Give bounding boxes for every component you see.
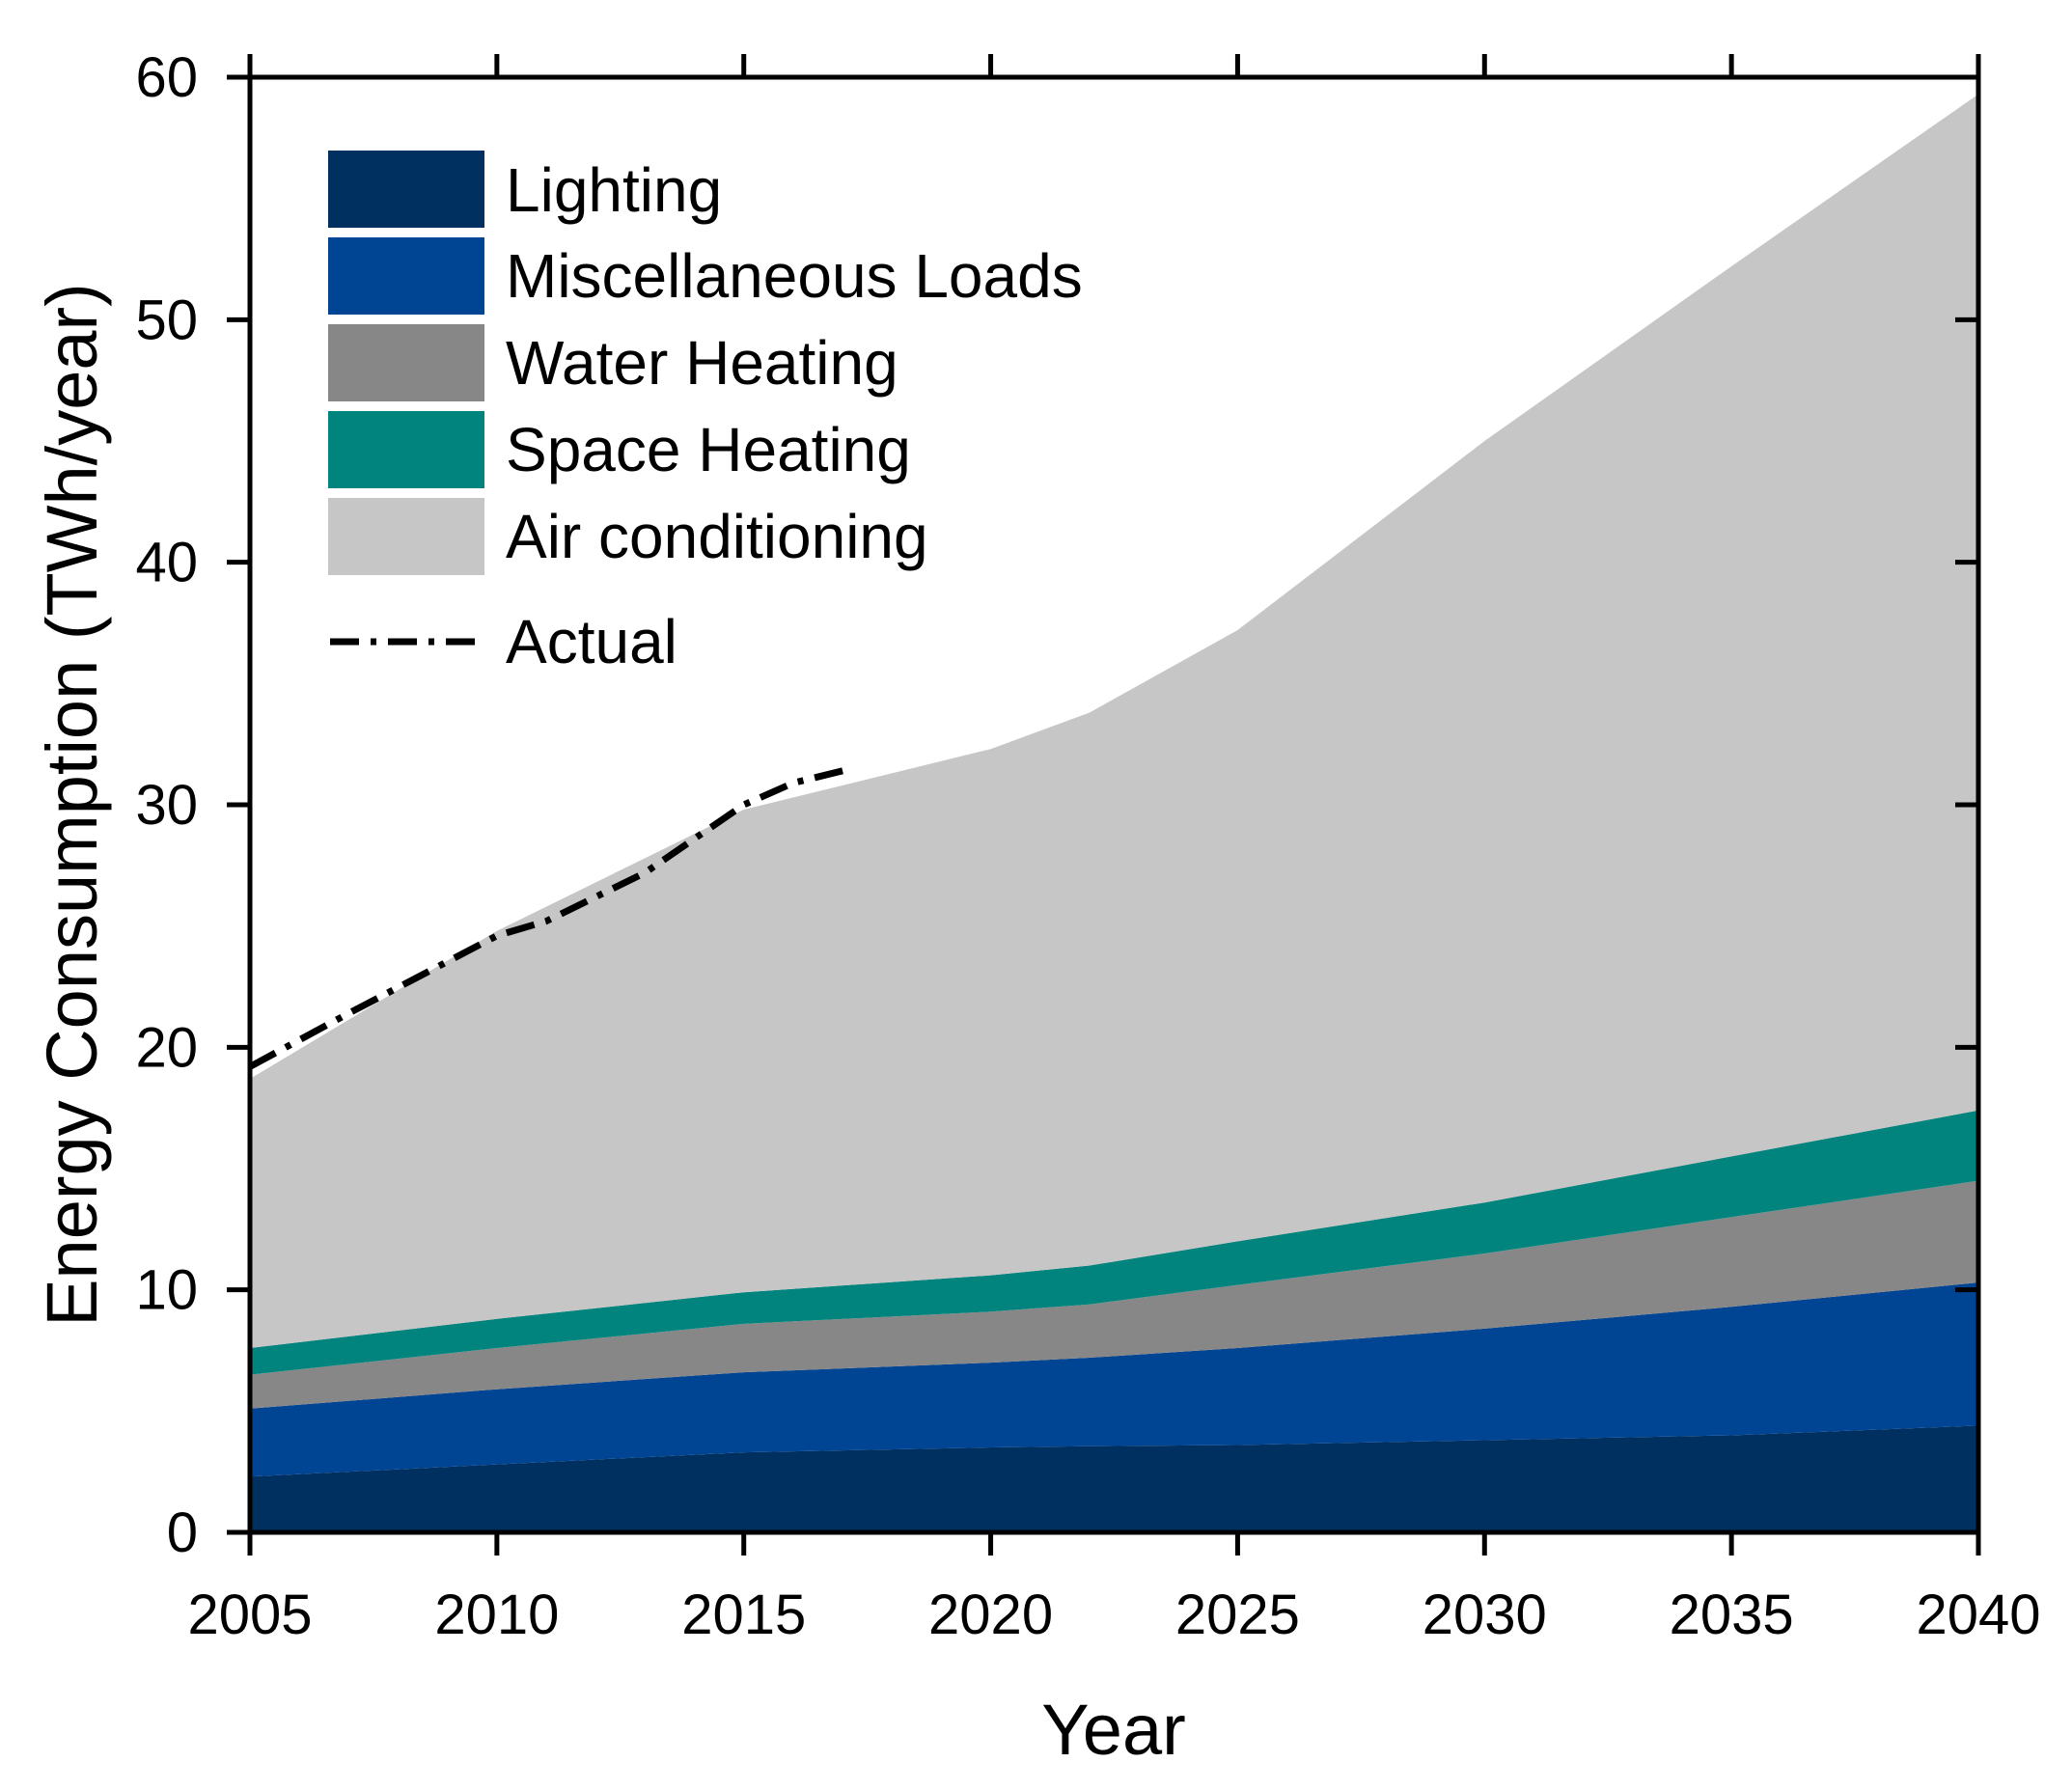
- x-tick-labels: 2005 2010 2015 2020 2025 2030 2035 2040: [187, 1583, 2040, 1646]
- axis-ticks: [227, 54, 1981, 1556]
- legend-label-water-heating: Water Heating: [506, 328, 898, 398]
- legend-swatch-air-conditioning: [328, 498, 484, 575]
- x-axis-title: Year: [1041, 1690, 1186, 1770]
- actual-line: [248, 767, 843, 1070]
- legend-label-space-heating: Space Heating: [506, 415, 911, 484]
- legend-label-miscellaneous-loads: Miscellaneous Loads: [506, 241, 1083, 311]
- x-tick-label-2025: 2025: [1175, 1583, 1300, 1646]
- legend-swatch-space-heating: [328, 411, 484, 488]
- x-tick-label-2030: 2030: [1423, 1583, 1547, 1646]
- x-tick-label-2015: 2015: [681, 1583, 806, 1646]
- y-tick-label-30: 30: [135, 774, 198, 837]
- y-tick-label-50: 50: [135, 289, 198, 351]
- area-water-heating: [250, 1180, 1978, 1409]
- y-tick-label-20: 20: [135, 1016, 198, 1079]
- x-tick-label-2020: 2020: [928, 1583, 1053, 1646]
- x-tick-label-2005: 2005: [187, 1583, 312, 1646]
- y-tick-label-40: 40: [135, 532, 198, 594]
- legend-label-lighting: Lighting: [506, 155, 722, 225]
- x-tick-label-2040: 2040: [1916, 1583, 2040, 1646]
- legend-swatch-miscellaneous-loads: [328, 237, 484, 315]
- area-miscellaneous-loads: [250, 1282, 1978, 1477]
- actual-series-layer: [248, 767, 843, 1070]
- legend-label-air-conditioning: Air conditioning: [506, 502, 928, 571]
- legend-label-actual: Actual: [506, 607, 677, 676]
- x-tick-label-2035: 2035: [1670, 1583, 1794, 1646]
- area-air-conditioning: [250, 94, 1978, 1349]
- legend-swatch-lighting: [328, 151, 484, 228]
- y-axis-title: Energy Consumption (TWh/year): [32, 283, 112, 1327]
- legend: Lighting Miscellaneous Loads Water Heati…: [328, 151, 1083, 676]
- x-tick-label-2010: 2010: [434, 1583, 559, 1646]
- area-lighting: [250, 1425, 1978, 1532]
- y-tick-label-10: 10: [135, 1259, 198, 1322]
- y-tick-labels: 0 10 20 30 40 50 60: [135, 46, 198, 1564]
- y-tick-label-0: 0: [167, 1501, 198, 1564]
- stacked-areas: [250, 94, 1978, 1532]
- y-tick-label-60: 60: [135, 46, 198, 109]
- legend-swatch-water-heating: [328, 324, 484, 401]
- area-space-heating: [250, 1110, 1978, 1375]
